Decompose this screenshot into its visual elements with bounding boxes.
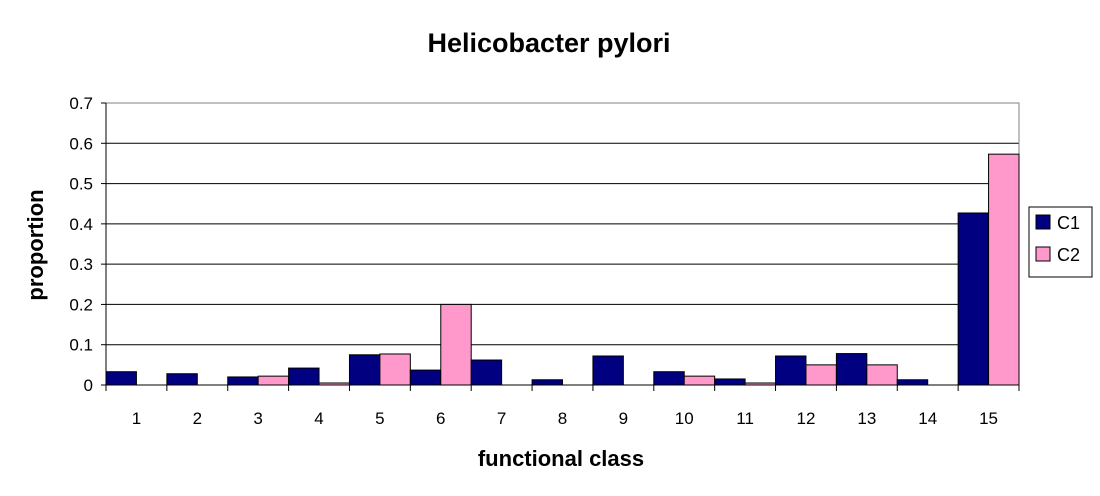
x-tick-label: 15 [979,409,998,428]
x-tick-label: 10 [675,409,694,428]
x-tick-label: 8 [558,409,567,428]
x-tick-labels: 1 2 3 4 5 6 7 8 9 10 11 12 13 14 15 [132,409,998,428]
bar-c2 [379,353,411,386]
bar-c1 [409,369,442,386]
bar-c1 [348,354,381,386]
y-tick-label: 0.1 [69,336,93,355]
y-axis-title: proportion [23,189,48,300]
y-tick-label: 0.2 [69,295,93,314]
y-tick-label: 0.3 [69,255,93,274]
bar-c1 [896,379,929,386]
x-tick-label: 12 [797,409,816,428]
bar-c1 [775,355,807,386]
bar-c1 [592,355,624,386]
x-tick-label: 7 [497,409,506,428]
chart-title: Helicobacter pylori [427,28,670,58]
y-tick-label: 0.7 [69,94,93,113]
y-tick-label: 0.4 [69,215,93,234]
bar-c1 [227,376,259,386]
bar-c1 [835,353,868,386]
x-tick-label: 1 [132,409,141,428]
x-tick-label: 6 [436,409,445,428]
bar-c1 [714,378,746,386]
x-tick-label: 13 [857,409,876,428]
bar-c2 [440,303,472,386]
y-tick-label: 0 [84,376,93,395]
x-tick-label: 4 [314,409,323,428]
legend-label-c2: C2 [1057,245,1080,265]
bar-c1 [957,212,990,386]
bar-c2 [866,364,898,386]
bar-c1 [105,371,137,386]
bar-c1 [653,371,685,386]
gridlines [106,102,1019,346]
bar-c1 [166,373,198,386]
bar-c2 [988,153,1020,386]
bar-c2 [805,364,837,386]
x-tick-label: 5 [375,409,384,428]
legend-label-c1: C1 [1057,213,1080,233]
x-tick-label: 3 [253,409,262,428]
legend-swatch-c1 [1035,214,1051,230]
bar-c1 [288,367,320,386]
bar-c2 [683,375,716,386]
y-tick-label: 0.6 [69,134,93,153]
bar-c1 [531,379,563,386]
x-axis-title: functional class [478,446,644,471]
bar-c1 [470,359,503,386]
axes [101,102,1020,391]
x-tick-label: 11 [736,409,754,428]
plot-area [105,102,1020,386]
x-tick-label: 14 [918,409,937,428]
x-tick-label: 9 [619,409,628,428]
x-tick-label: 2 [193,409,202,428]
bars [105,153,1020,386]
bar-c2 [257,375,290,386]
y-tick-label: 0.5 [69,175,93,194]
y-tick-labels: 0 0.1 0.2 0.3 0.4 0.5 0.6 0.7 [69,94,93,395]
legend-swatch-c2 [1035,246,1051,262]
legend: C1 C2 [1028,206,1093,278]
